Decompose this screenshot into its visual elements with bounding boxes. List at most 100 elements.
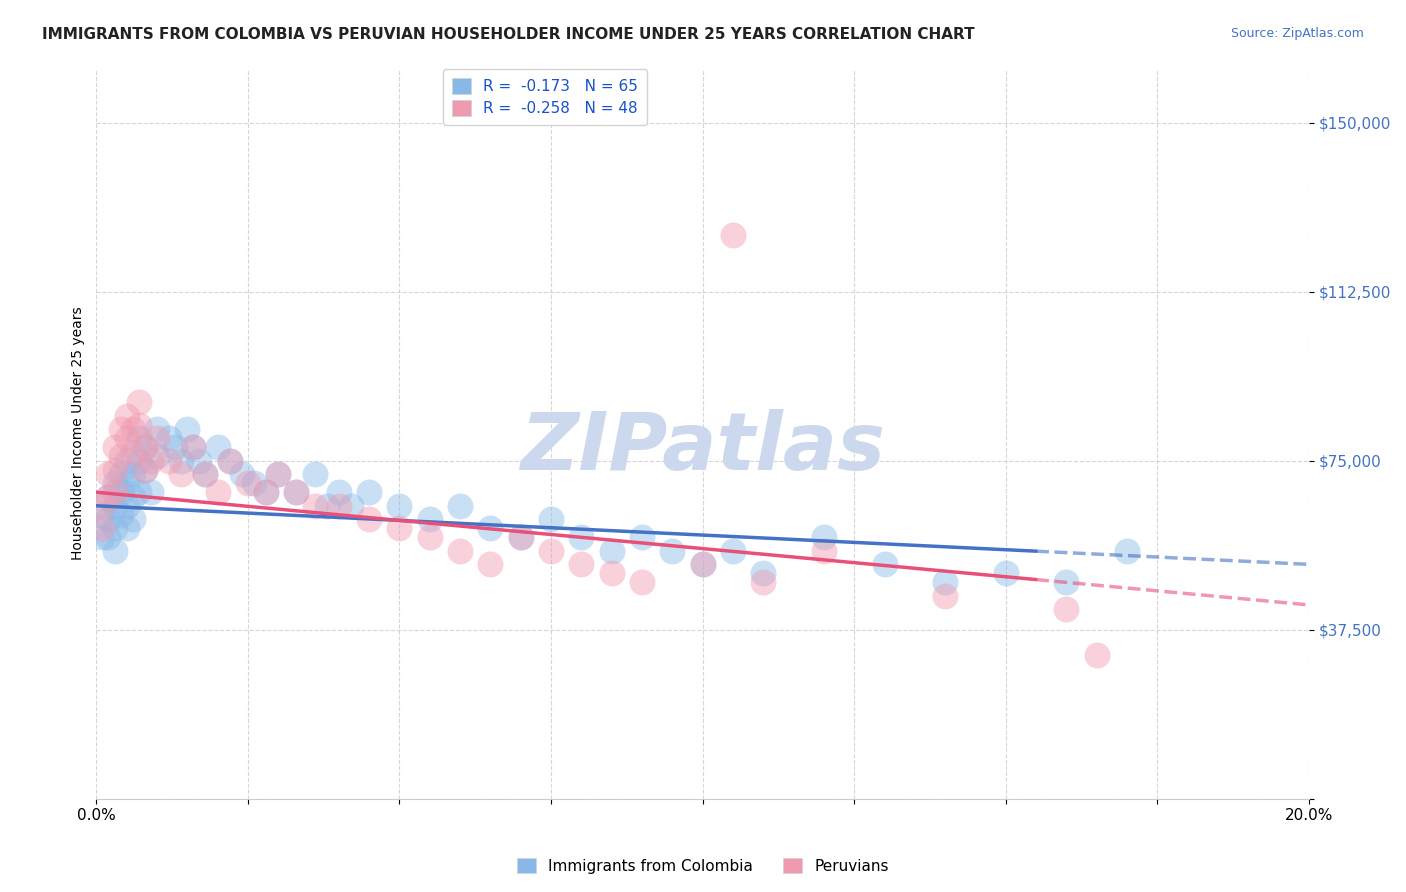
Point <box>103 485 125 500</box>
Point <box>128 453 150 467</box>
Point <box>236 476 259 491</box>
Point <box>146 449 169 463</box>
Point <box>813 544 835 558</box>
Point <box>315 499 337 513</box>
Point <box>218 453 240 467</box>
Point <box>994 566 1017 581</box>
Point <box>569 530 592 544</box>
Point <box>176 422 198 436</box>
Point <box>631 530 654 544</box>
Point <box>103 544 125 558</box>
Point <box>157 431 180 445</box>
Point <box>134 440 156 454</box>
Point <box>419 512 441 526</box>
Point <box>328 499 350 513</box>
Point <box>110 467 132 482</box>
Point <box>479 558 502 572</box>
Point <box>194 467 217 482</box>
Point <box>146 431 169 445</box>
Point <box>328 485 350 500</box>
Point <box>97 490 120 504</box>
Point <box>267 467 290 482</box>
Point <box>115 431 138 445</box>
Point <box>934 575 956 590</box>
Point <box>540 544 562 558</box>
Point <box>103 440 125 454</box>
Point <box>449 544 471 558</box>
Text: IMMIGRANTS FROM COLOMBIA VS PERUVIAN HOUSEHOLDER INCOME UNDER 25 YEARS CORRELATI: IMMIGRANTS FROM COLOMBIA VS PERUVIAN HOU… <box>42 27 974 42</box>
Point <box>103 499 125 513</box>
Legend: R =  -0.173   N = 65, R =  -0.258   N = 48: R = -0.173 N = 65, R = -0.258 N = 48 <box>443 69 647 125</box>
Point <box>128 417 150 432</box>
Point <box>388 499 411 513</box>
Point <box>183 440 205 454</box>
Point <box>110 422 132 436</box>
Point <box>115 521 138 535</box>
Point <box>103 521 125 535</box>
Point <box>509 530 531 544</box>
Point <box>97 490 120 504</box>
Point <box>128 431 150 445</box>
Point <box>419 530 441 544</box>
Point <box>1085 648 1108 662</box>
Y-axis label: Householder Income Under 25 years: Householder Income Under 25 years <box>72 307 86 560</box>
Point <box>183 440 205 454</box>
Point <box>243 476 266 491</box>
Point <box>128 395 150 409</box>
Point <box>721 544 744 558</box>
Point <box>509 530 531 544</box>
Point <box>449 499 471 513</box>
Point <box>388 521 411 535</box>
Point <box>359 512 381 526</box>
Point <box>115 453 138 467</box>
Point <box>752 575 775 590</box>
Point <box>721 228 744 243</box>
Point <box>207 485 229 500</box>
Point <box>285 485 308 500</box>
Point <box>128 485 150 500</box>
Point <box>91 499 114 513</box>
Point <box>121 444 143 458</box>
Point <box>304 467 326 482</box>
Point <box>103 476 125 491</box>
Point <box>134 463 156 477</box>
Point <box>91 530 114 544</box>
Point <box>121 422 143 436</box>
Point <box>97 512 120 526</box>
Point <box>304 499 326 513</box>
Point <box>752 566 775 581</box>
Point <box>188 453 211 467</box>
Text: Source: ZipAtlas.com: Source: ZipAtlas.com <box>1230 27 1364 40</box>
Point <box>146 422 169 436</box>
Point <box>254 485 277 500</box>
Point <box>600 566 623 581</box>
Point <box>479 521 502 535</box>
Point <box>103 463 125 477</box>
Point <box>934 589 956 603</box>
Point <box>1116 544 1139 558</box>
Point <box>267 467 290 482</box>
Point <box>569 558 592 572</box>
Point <box>285 485 308 500</box>
Point <box>115 499 138 513</box>
Point <box>540 512 562 526</box>
Point <box>157 453 180 467</box>
Point <box>121 512 143 526</box>
Point <box>134 440 156 454</box>
Point <box>692 558 714 572</box>
Point <box>1054 575 1077 590</box>
Point <box>170 467 193 482</box>
Point <box>231 467 253 482</box>
Point <box>692 558 714 572</box>
Point <box>170 453 193 467</box>
Point <box>359 485 381 500</box>
Point <box>600 544 623 558</box>
Point <box>110 485 132 500</box>
Point <box>115 476 138 491</box>
Point <box>121 490 143 504</box>
Point <box>813 530 835 544</box>
Point <box>139 453 162 467</box>
Point <box>661 544 683 558</box>
Point <box>873 558 896 572</box>
Point <box>139 485 162 500</box>
